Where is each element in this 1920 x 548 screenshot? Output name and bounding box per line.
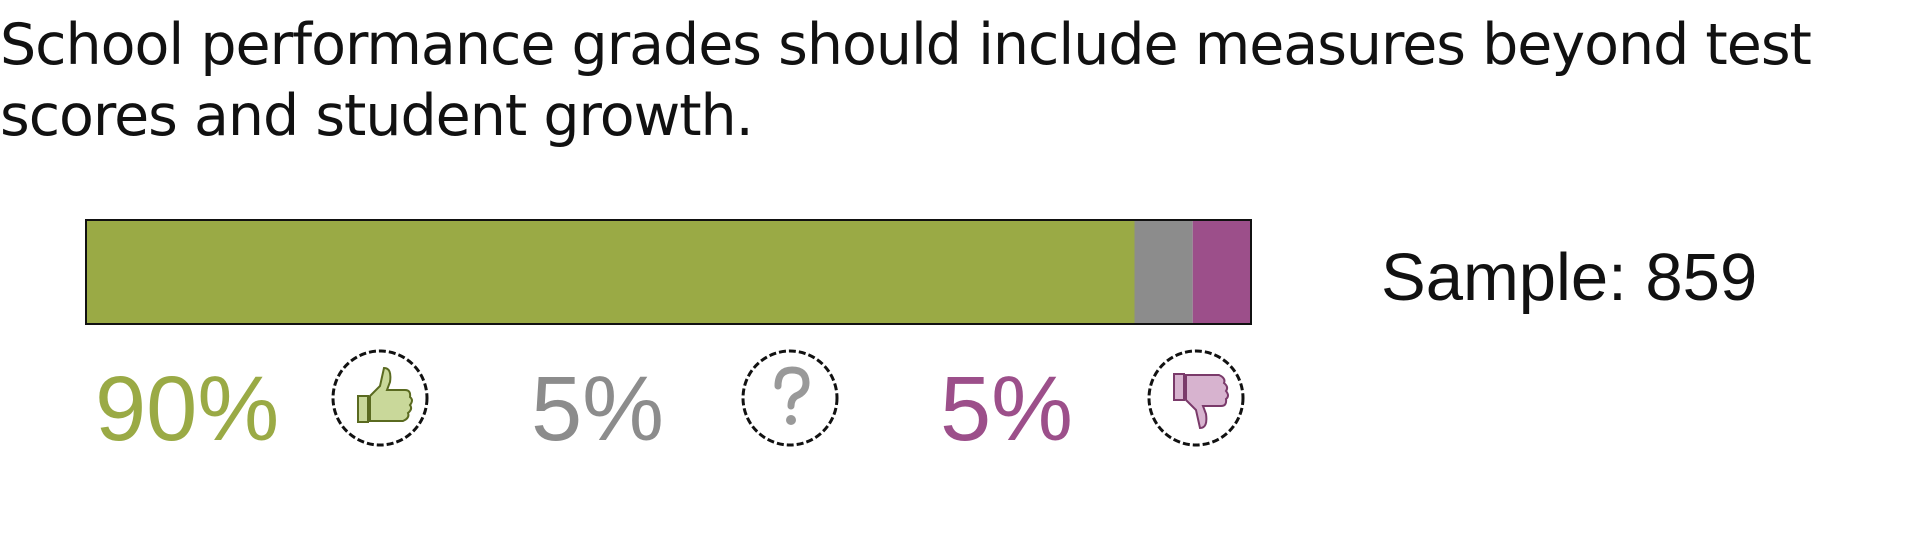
sample-text: Sample: 859 [1381, 240, 1757, 315]
chart-title: School performance grades should include… [0, 12, 1812, 149]
question-mark [774, 366, 810, 410]
thumb-down [1173, 373, 1229, 430]
sample-value: 859 [1645, 240, 1757, 315]
question-dot [786, 415, 796, 425]
value-label: 5% [531, 358, 664, 460]
icon [1147, 349, 1245, 447]
thumb-up [357, 366, 413, 423]
icon [741, 349, 839, 447]
bar-segment [1134, 220, 1193, 324]
sample-label: Sample: [1381, 240, 1627, 315]
bar-outline [85, 219, 1252, 325]
value-label: 90% [95, 358, 279, 460]
icon [331, 349, 429, 447]
bar-segment [86, 220, 1135, 324]
value-label: 5% [940, 358, 1073, 460]
bar-segment [1192, 220, 1251, 324]
